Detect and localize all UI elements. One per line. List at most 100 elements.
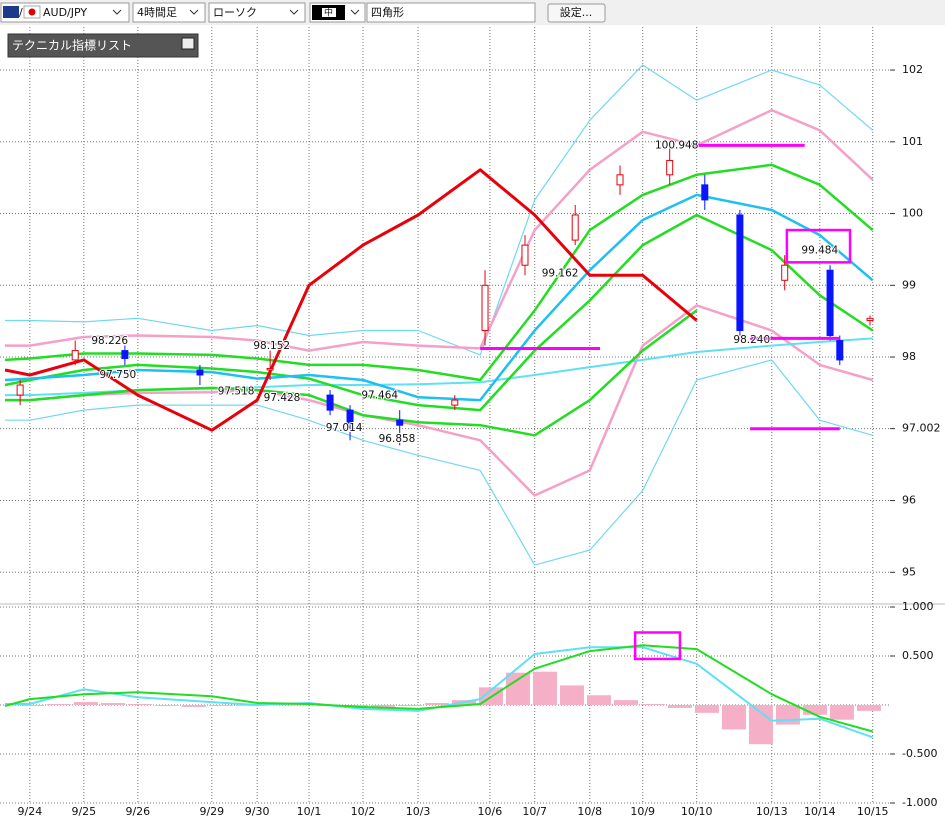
timeframe-select[interactable]	[132, 2, 206, 23]
candle-body	[666, 159, 674, 176]
histogram-bar	[181, 705, 206, 707]
style-select[interactable]	[208, 2, 306, 23]
flag-au	[3, 6, 19, 18]
price-annotation: 97.014	[326, 422, 363, 434]
histogram-bar	[154, 705, 179, 706]
price-annotation: 98.240	[733, 334, 770, 346]
histogram-bar	[19, 705, 44, 706]
width-label: 中	[324, 7, 333, 19]
dropdown-arrow	[189, 9, 199, 15]
histogram-bar	[640, 704, 665, 705]
histogram-bar	[613, 700, 638, 705]
width-swatch-inner	[322, 8, 336, 17]
indicator-line	[5, 359, 873, 566]
y-tick-label: 1.000	[902, 600, 934, 613]
y-tick-label: 95	[902, 565, 916, 578]
x-tick-label: 10/1	[297, 805, 322, 818]
candle-body	[866, 317, 874, 321]
indicator-panel-title: テクニカル指標リスト	[12, 38, 132, 53]
candle-body	[346, 409, 354, 426]
x-tick-label: 9/29	[199, 805, 224, 818]
y-tick-label: 0.500	[902, 649, 934, 662]
candle-body	[16, 384, 24, 396]
x-tick-label: 10/8	[577, 805, 602, 818]
histogram-bar	[505, 672, 530, 705]
indicator-line	[4, 644, 873, 733]
candle-body	[701, 184, 709, 201]
x-tick-label: 10/2	[351, 805, 376, 818]
candle-body	[616, 174, 624, 186]
settings-button[interactable]	[547, 3, 606, 23]
histogram-bar	[370, 705, 395, 707]
y-tick-label: 100	[902, 207, 923, 220]
price-annotation: 97.750	[99, 369, 136, 381]
y-tick-label: 97.002	[902, 422, 941, 435]
candle-body	[481, 284, 489, 332]
candle-body	[326, 394, 334, 411]
x-tick-label: 10/3	[406, 805, 431, 818]
x-tick-label: 10/15	[857, 805, 889, 818]
histogram-bar	[667, 705, 692, 708]
x-tick-label: 10/14	[804, 805, 836, 818]
dropdown-arrow	[350, 9, 360, 15]
y-tick-label: 98	[902, 350, 916, 363]
indicator-line	[4, 213, 874, 412]
indicator-line	[5, 646, 874, 739]
x-tick-label: 10/9	[630, 805, 655, 818]
histogram-bar	[100, 703, 125, 705]
indicator-line	[5, 64, 874, 356]
timeframe-label: 4時間足	[137, 6, 177, 19]
x-tick-label: 9/25	[71, 805, 96, 818]
x-tick-label: 10/10	[681, 805, 713, 818]
histogram-bar	[721, 705, 746, 730]
indicator-line	[4, 163, 874, 382]
y-tick-label: -1.000	[902, 796, 937, 809]
histogram-bar	[397, 705, 422, 706]
histogram-bar	[424, 703, 449, 705]
price-annotation: 97.518	[218, 386, 255, 398]
drawn-rectangle	[785, 228, 852, 264]
candle-body	[196, 369, 204, 376]
candle-body	[781, 264, 789, 281]
style-label: ローソク	[213, 6, 257, 19]
price-annotation: 99.484	[801, 245, 838, 257]
candle-body	[836, 340, 844, 361]
x-tick-label: 9/24	[17, 805, 42, 818]
candle-body	[451, 399, 459, 406]
indicator-panel-bg	[7, 33, 199, 58]
histogram-bar	[208, 705, 233, 706]
x-tick-label: 10/6	[478, 805, 503, 818]
price-annotation: 98.226	[91, 335, 128, 347]
indicator-panel[interactable]: テクニカル指標リスト	[7, 33, 199, 58]
candle-body	[571, 214, 579, 241]
drawing-select[interactable]	[366, 2, 536, 23]
histogram-bar	[46, 704, 71, 705]
histogram-bar	[694, 705, 719, 713]
y-tick-label: -0.500	[902, 747, 937, 760]
histogram-bar	[829, 705, 854, 720]
price-annotation: 98.152	[253, 340, 290, 352]
candle-body	[396, 419, 404, 426]
price-annotation: 100.948	[655, 140, 698, 152]
price-annotation: 99.162	[542, 268, 579, 280]
drawing-label: 四角形	[371, 6, 404, 19]
plot: 9/24 9/25 9/26 9/29 9/30 10/1 10/2 10/3 10/6 10/7…	[0, 27, 945, 818]
settings-label: 設定...	[560, 5, 593, 19]
candle-body	[121, 350, 129, 359]
x-tick-label: 9/26	[125, 805, 150, 818]
dropdown-arrow	[289, 9, 299, 15]
panel-toggle[interactable]	[181, 37, 195, 50]
toolbar: / AUD/JPY 4時間足 ローソク 中 四角形 設定...	[0, 0, 945, 25]
histogram-bar	[127, 704, 152, 705]
indicator-line	[4, 168, 698, 432]
indicator-line	[5, 108, 874, 352]
candle-body	[736, 214, 744, 332]
price-annotation: 97.464	[361, 390, 398, 402]
y-tick-label: 99	[902, 278, 916, 291]
histogram-bar	[775, 705, 800, 725]
candle-body	[71, 350, 79, 361]
candle-body	[266, 368, 274, 371]
x-tick-label: 9/30	[245, 805, 270, 818]
histogram-bar	[856, 705, 881, 711]
